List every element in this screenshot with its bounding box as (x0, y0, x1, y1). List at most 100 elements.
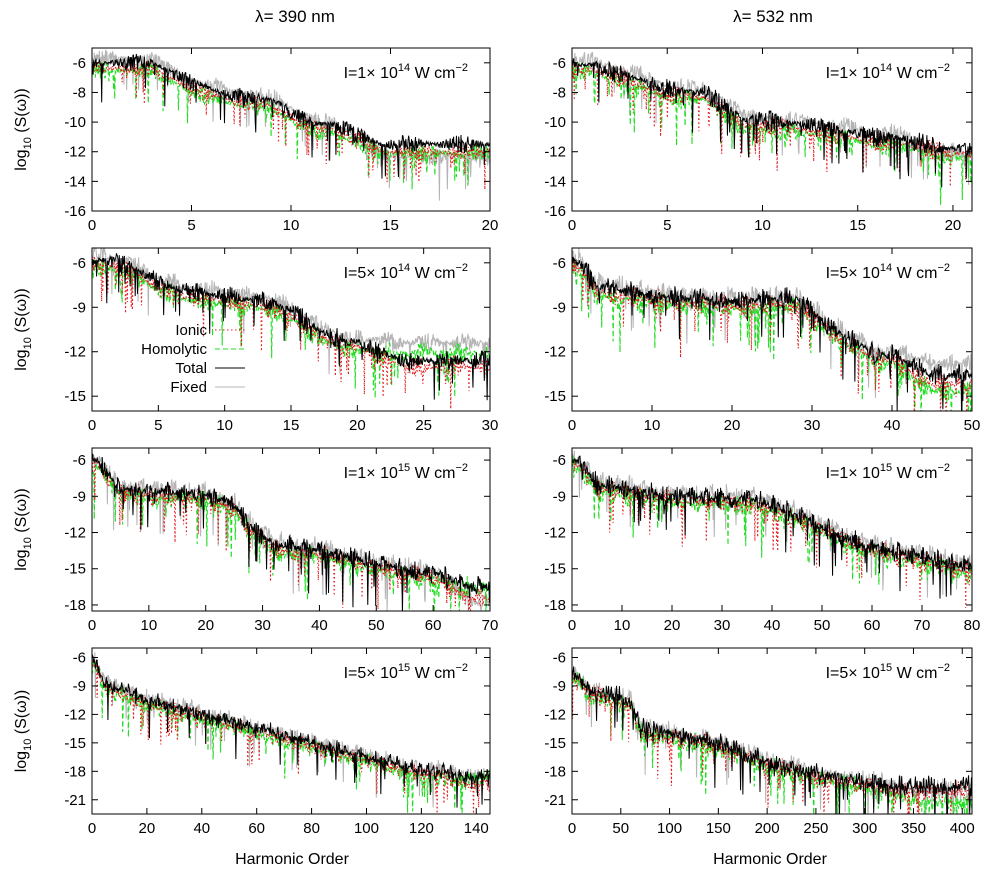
x-tick-label: 0 (568, 820, 576, 837)
series-ionic (572, 671, 972, 814)
y-tick-label: -15 (544, 388, 566, 405)
legend-label-total: Total (175, 360, 207, 377)
panel-p532-1e15: 0 10 20 30 40 50 60 70 80 -18 -15 -12 -9 -6 I=1× 1015 … (544, 447, 980, 634)
panel-frame (91, 647, 491, 815)
x-tick-label: 50 (964, 417, 981, 434)
intensity-text: W cm (410, 265, 455, 282)
intensity-exponent: −2 (455, 462, 468, 474)
x-tick-label: 10 (141, 617, 158, 634)
x-tick-label: 30 (714, 617, 731, 634)
x-tick-label: 0 (568, 217, 576, 234)
y-tick-label: -9 (553, 678, 566, 695)
y-tick-label: -12 (544, 344, 566, 361)
plot-area (572, 51, 972, 205)
intensity-exponent: −2 (937, 62, 950, 74)
legend: Ionic Homolytic Total Fixed (141, 322, 245, 396)
intensity-text: W cm (892, 665, 937, 682)
series-homolytic (572, 672, 972, 814)
y-tick-label: -18 (544, 597, 566, 614)
intensity-label: I=5× 1014 W cm−2 (344, 262, 468, 282)
x-tick-label: 10 (216, 417, 233, 434)
y-tick-label: -12 (544, 144, 566, 161)
x-axis-label-left: Harmonic Order (235, 851, 349, 868)
x-tick-label: 0 (88, 617, 96, 634)
y-tick-label: -9 (73, 299, 86, 316)
intensity-text: W cm (892, 265, 937, 282)
x-tick-label: 60 (425, 617, 442, 634)
x-tick-label: 0 (88, 217, 96, 234)
x-tick-label: 20 (724, 417, 741, 434)
series-total (92, 253, 490, 401)
intensity-exponent: −2 (937, 462, 950, 474)
x-tick-label: 0 (88, 417, 96, 434)
y-tick-label: -6 (553, 55, 566, 72)
series-total (572, 666, 972, 814)
x-tick-label: 70 (914, 617, 931, 634)
y-tick-label: -12 (64, 144, 86, 161)
x-tick-label: 0 (568, 417, 576, 434)
plot-area (92, 248, 490, 409)
plot-area (572, 450, 972, 608)
intensity-exponent: −2 (937, 262, 950, 274)
intensity-exponent: 14 (880, 262, 892, 274)
series-total (572, 58, 972, 188)
panel-p390-5e14: 0 5 10 15 20 25 30 -15 -12 -9 -6 I=5× 1014 W cm−2 lo… (13, 247, 498, 434)
panel-frame (571, 647, 973, 815)
x-tick-label: 20 (197, 617, 214, 634)
x-tick-label: 150 (706, 820, 731, 837)
legend-label-fixed: Fixed (170, 379, 207, 396)
x-tick-label: 10 (614, 617, 631, 634)
intensity-text: I=1× 10 (344, 465, 398, 482)
plot-area (572, 248, 972, 411)
intensity-label: I=5× 1015 W cm−2 (826, 662, 950, 682)
y-tick-label: -12 (544, 706, 566, 723)
intensity-text: W cm (892, 65, 937, 82)
y-tick-label: -15 (544, 561, 566, 578)
x-tick-label: 5 (154, 417, 162, 434)
intensity-label: I=1× 1014 W cm−2 (826, 62, 950, 82)
y-tick-label: -18 (64, 763, 86, 780)
y-tick-label: -15 (64, 561, 86, 578)
column-title-390: λ= 390 nm (255, 7, 335, 26)
x-tick-label: 15 (283, 417, 300, 434)
column-title-532: λ= 532 nm (733, 7, 813, 26)
panel-p390-1e15: 0 10 20 30 40 50 60 70 -18 -15 -12 -9 -6 I=1× 1015 W … (13, 447, 498, 634)
series-fixed (572, 667, 972, 814)
intensity-label: I=1× 1015 W cm−2 (344, 462, 468, 482)
series-total (92, 654, 490, 808)
intensity-exponent: 14 (880, 62, 892, 74)
intensity-text: W cm (410, 465, 455, 482)
y-tick-label: -6 (553, 255, 566, 272)
intensity-text: W cm (410, 665, 455, 682)
x-tick-label: 10 (644, 417, 661, 434)
x-tick-label: 50 (612, 820, 629, 837)
legend-label-homolytic: Homolytic (141, 341, 207, 358)
y-tick-label: -9 (553, 488, 566, 505)
y-tick-label: -6 (73, 452, 86, 469)
legend-label-ionic: Ionic (175, 322, 207, 339)
series-total (572, 256, 972, 411)
x-tick-label: 15 (849, 217, 866, 234)
x-tick-label: 10 (754, 217, 771, 234)
x-tick-label: 300 (852, 820, 877, 837)
x-tick-label: 120 (409, 820, 434, 837)
x-tick-label: 250 (803, 820, 828, 837)
x-tick-label: 20 (664, 617, 681, 634)
intensity-text: I=5× 10 (826, 665, 880, 682)
x-tick-label: 100 (657, 820, 682, 837)
x-tick-label: 5 (187, 217, 195, 234)
series-homolytic (92, 61, 490, 190)
intensity-text: I=1× 10 (344, 65, 398, 82)
intensity-exponent: −2 (455, 662, 468, 674)
intensity-text: W cm (410, 65, 455, 82)
x-tick-label: 60 (248, 820, 265, 837)
intensity-label: I=1× 1015 W cm−2 (826, 462, 950, 482)
x-tick-label: 50 (368, 617, 385, 634)
y-tick-label: -8 (553, 84, 566, 101)
intensity-exponent: 15 (398, 662, 410, 674)
x-tick-label: 20 (482, 217, 499, 234)
plot-area (572, 666, 972, 814)
x-tick-label: 20 (139, 820, 156, 837)
series-fixed (92, 49, 490, 201)
